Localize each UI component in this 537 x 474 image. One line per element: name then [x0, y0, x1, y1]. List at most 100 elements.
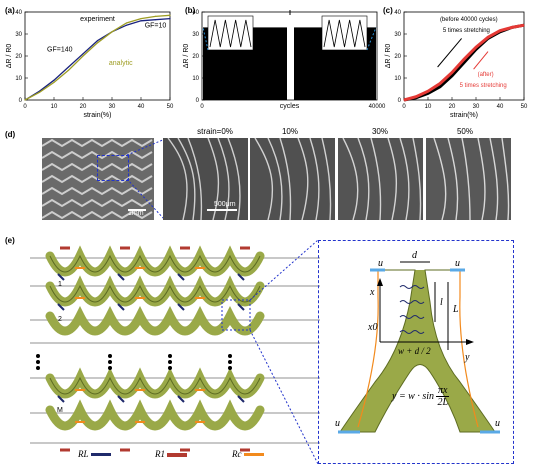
main-scale-label: 1mm [128, 210, 144, 217]
y-tick-label: 30 [15, 32, 22, 38]
y-tick-label: 0 [196, 98, 200, 104]
data-point [154, 19, 157, 21]
data-point [82, 55, 84, 57]
data-point [439, 82, 441, 85]
x-tick-label: 50 [167, 104, 174, 110]
y-axis-label: ΔR / R0 [6, 44, 13, 69]
x-axis-label: cycles [280, 103, 300, 110]
y-tick-label: 20 [15, 54, 22, 60]
inset-signal [323, 19, 366, 48]
sem-strain-10 [250, 138, 335, 220]
sem-strain-50 [426, 138, 511, 220]
row-label-2: 2 [58, 316, 62, 323]
panel-c-label: (c) [383, 6, 393, 15]
sym-u-bl: u [335, 418, 340, 429]
inset-signal [209, 19, 252, 48]
x-tick-label: 10 [51, 104, 58, 110]
row-label-M: M [57, 407, 63, 414]
annotation-after: (after) [478, 72, 494, 78]
annotation-gf10: GF=10 [145, 22, 167, 29]
y-axis-label: ΔR / R0 [385, 44, 392, 69]
panel-d-label: (d) [5, 130, 16, 139]
chart-b: 0 10 20 30 40 0 40000 cycles ΔR / R0 [183, 10, 386, 110]
panel-a-label: (a) [5, 6, 15, 15]
sym-u-tr: u [455, 258, 460, 269]
data-point [439, 86, 441, 88]
annotation-after-stretch: 5 times stretching [460, 83, 507, 89]
data-point [427, 90, 429, 92]
sym-u-br: u [495, 418, 500, 429]
arrow-after [473, 51, 489, 70]
row-label-1: 1 [58, 281, 62, 288]
legend-r1-text: R1 [155, 449, 165, 459]
unit-cell-diagram [338, 261, 500, 434]
data-point [125, 24, 128, 26]
data-point [463, 58, 465, 60]
data-point [451, 71, 453, 74]
data-point [499, 30, 501, 32]
data-point [463, 62, 465, 64]
chart-a: 0 10 20 30 40 50 0 10 20 30 40 strain(%) ΔR / R0 expe… [6, 10, 174, 119]
strain-label-30: 30% [371, 127, 388, 136]
data-point [53, 81, 55, 83]
x-tick-label: 30 [473, 104, 480, 110]
y-tick-label: 10 [394, 76, 401, 82]
data-point [523, 24, 525, 26]
x-tick-label: 30 [109, 104, 116, 110]
strain-label-0: strain=0% [197, 127, 233, 136]
y-tick-label: 20 [192, 54, 199, 60]
zoom-lines [126, 138, 166, 221]
data-point [427, 92, 429, 94]
arrow-before [437, 38, 462, 68]
x-axis-label: strain(%) [83, 112, 111, 119]
chart-c: 0 10 20 30 40 50 0 10 20 30 40 strain(%) ΔR / R0 (bef… [385, 10, 528, 119]
x-tick-label: 50 [521, 104, 528, 110]
x-tick-label: 40 [497, 104, 504, 110]
data-point [38, 91, 41, 93]
legend-rc: Rc [232, 449, 264, 459]
x-tick-label: 40 [138, 104, 145, 110]
sym-x0: x0 [368, 322, 378, 333]
legend-r1: R1 [155, 449, 188, 459]
equation-lhs: y = w · sin [392, 391, 435, 402]
data-point [67, 66, 70, 68]
data-point [511, 26, 513, 28]
legend-rl: RL [78, 449, 111, 459]
data-point [96, 42, 99, 44]
sym-y: y [465, 352, 470, 363]
data-point [415, 96, 417, 98]
unit-cell-box [318, 240, 514, 464]
annotation-experiment: experiment [80, 16, 115, 23]
panel-b-label: (b) [185, 6, 196, 15]
y-tick-label: 30 [192, 32, 199, 38]
sym-d: d [412, 250, 417, 261]
sym-wd2: w + d / 2 [398, 346, 431, 356]
y-tick-label: 40 [192, 10, 199, 16]
x-axis-label: strain(%) [450, 112, 478, 119]
data-point [140, 18, 142, 20]
x-tick-label: 40000 [369, 104, 386, 110]
sym-L: L [453, 304, 459, 315]
data-point [53, 79, 55, 81]
y-tick-label: 30 [394, 32, 401, 38]
data-point [154, 15, 157, 17]
y-tick-label: 40 [15, 10, 22, 16]
sem-strain-30 [338, 138, 423, 220]
y-tick-label: 20 [394, 54, 401, 60]
data-point [169, 14, 171, 16]
data-point [96, 40, 99, 42]
data-point [487, 36, 489, 38]
annotation-analytic: analytic [109, 60, 133, 67]
equation-den: 2L [437, 397, 449, 408]
y-tick-label: 40 [394, 10, 401, 16]
data-point [67, 69, 70, 71]
strain-label-50: 50% [456, 127, 473, 136]
main-scale-bar [128, 209, 146, 211]
data-point [125, 22, 128, 24]
panel-e-label: (e) [5, 236, 15, 245]
x-tick-label: 20 [449, 104, 456, 110]
x-tick-label: 0 [402, 104, 406, 110]
y-tick-label: 0 [19, 98, 23, 104]
knit-diagram [30, 239, 320, 465]
data-point [24, 99, 26, 101]
